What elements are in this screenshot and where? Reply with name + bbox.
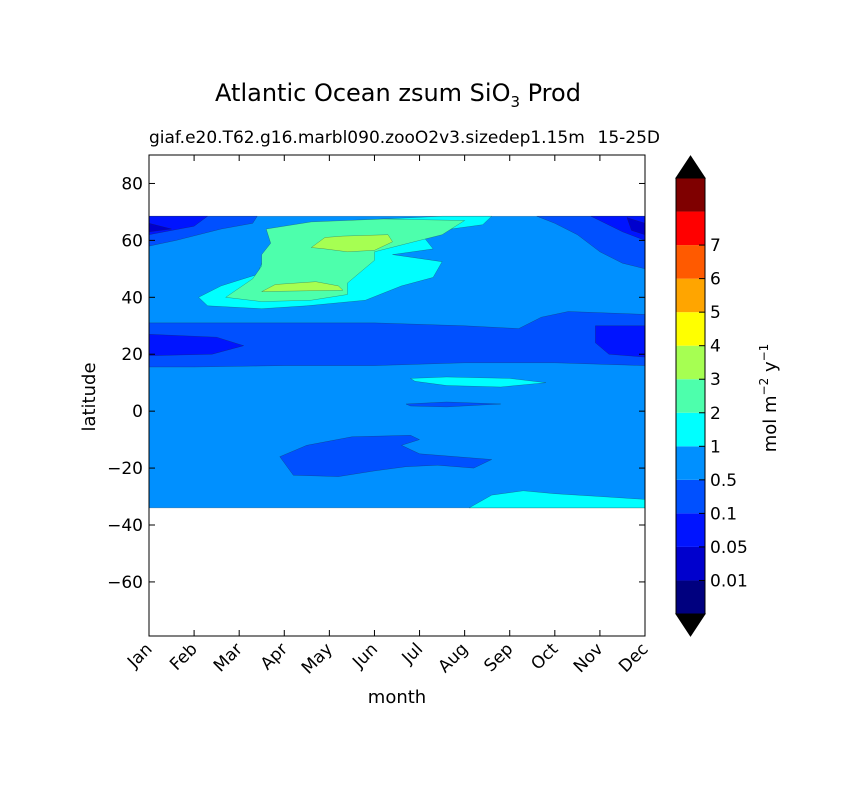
chart-subtitle-left: giaf.e20.T62.g16.marbl090.zooO2v3.sizede… bbox=[149, 128, 585, 148]
x-tick-label: Jun bbox=[348, 639, 382, 673]
colorbar-tick-label: 0.01 bbox=[710, 571, 748, 591]
x-tick-label: Aug bbox=[435, 639, 473, 677]
x-tick-label: Jul bbox=[398, 639, 427, 668]
chart-title-subscript: 3 bbox=[510, 93, 520, 111]
y-tick-label: −60 bbox=[107, 573, 143, 593]
x-tick-label: Mar bbox=[210, 639, 247, 676]
plot-area: 80 60 40 20 0 −20 −40 −60 Jan Feb Mar Apr May Jun Jul… bbox=[107, 154, 653, 678]
colorbar-segment bbox=[676, 245, 705, 279]
contour-region bbox=[595, 325, 646, 358]
colorbar-tick-label: 6 bbox=[710, 270, 721, 290]
colorbar-label-mid: y bbox=[760, 361, 781, 378]
colorbar-tick-label: 0.5 bbox=[710, 471, 737, 491]
colorbar-tick-label: 0.1 bbox=[710, 504, 737, 524]
colorbar-tick-label: 1 bbox=[710, 437, 721, 457]
x-tick-label: May bbox=[298, 639, 337, 678]
colorbar-label-exp2: −1 bbox=[757, 344, 771, 362]
colorbar-tick-label: 7 bbox=[710, 236, 721, 256]
y-tick-label: −20 bbox=[107, 459, 143, 479]
y-tick-label: 20 bbox=[121, 345, 143, 365]
colorbar-segment bbox=[676, 513, 705, 547]
contour-region bbox=[261, 281, 344, 292]
contour-region bbox=[405, 401, 501, 408]
chart-title: Atlantic Ocean zsum SiO3 Prod bbox=[215, 79, 581, 111]
contour-regions bbox=[148, 215, 646, 509]
colorbar-segment bbox=[676, 178, 705, 212]
y-tick-label: −40 bbox=[107, 516, 143, 536]
colorbar-label-main: mol m bbox=[760, 395, 781, 452]
colorbar-extend-high bbox=[675, 155, 706, 179]
y-tick-label: 0 bbox=[132, 402, 143, 422]
colorbar: 0.01 0.05 0.1 0.5 1 2 3 4 5 6 7 bbox=[675, 155, 748, 637]
chart-title-main: Atlantic Ocean zsum SiO bbox=[215, 79, 510, 107]
x-tick-label: Sep bbox=[480, 639, 517, 676]
colorbar-tick-label: 2 bbox=[710, 404, 721, 424]
colorbar-tick-label: 3 bbox=[710, 370, 721, 390]
y-tick-label: 60 bbox=[121, 231, 143, 251]
y-tick-label: 40 bbox=[121, 288, 143, 308]
contour-region bbox=[225, 218, 466, 302]
x-tick-label: Oct bbox=[527, 639, 562, 674]
y-axis-ticks: 80 60 40 20 0 −20 −40 −60 bbox=[107, 174, 645, 593]
colorbar-segment bbox=[676, 312, 705, 346]
colorbar-segment bbox=[676, 211, 705, 246]
x-tick-label: Apr bbox=[257, 639, 292, 674]
contour-region bbox=[409, 376, 546, 388]
x-tick-label: Dec bbox=[615, 639, 652, 676]
colorbar-segment bbox=[676, 278, 705, 313]
colorbar-segment bbox=[676, 412, 705, 447]
colorbar-segment bbox=[676, 580, 705, 614]
chart-subtitle-right: 15-25D bbox=[598, 128, 661, 148]
colorbar-segment bbox=[676, 479, 705, 514]
colorbar-tick-label: 0.05 bbox=[710, 538, 748, 558]
colorbar-label-exp1: −2 bbox=[757, 378, 771, 396]
colorbar-tick-label: 5 bbox=[710, 303, 721, 323]
colorbar-segment bbox=[676, 446, 705, 480]
x-tick-label: Jan bbox=[123, 639, 156, 672]
contour-region bbox=[310, 234, 393, 253]
colorbar-frame bbox=[675, 177, 706, 615]
x-tick-label: Feb bbox=[166, 639, 201, 674]
colorbar-segment bbox=[676, 546, 705, 581]
x-axis-label: month bbox=[368, 687, 426, 708]
y-axis-label: latitude bbox=[79, 362, 100, 431]
colorbar-segment bbox=[676, 379, 705, 413]
colorbar-extend-low bbox=[675, 613, 706, 637]
contour-region bbox=[279, 435, 493, 477]
colorbar-tick-label: 4 bbox=[710, 337, 721, 357]
x-tick-label: Nov bbox=[570, 639, 608, 677]
chart-title-tail: Prod bbox=[520, 79, 581, 107]
plot-frame bbox=[148, 154, 646, 637]
colorbar-segment bbox=[676, 345, 705, 380]
y-tick-label: 80 bbox=[121, 174, 143, 194]
colorbar-label: mol m−2 y−1 bbox=[757, 344, 781, 453]
